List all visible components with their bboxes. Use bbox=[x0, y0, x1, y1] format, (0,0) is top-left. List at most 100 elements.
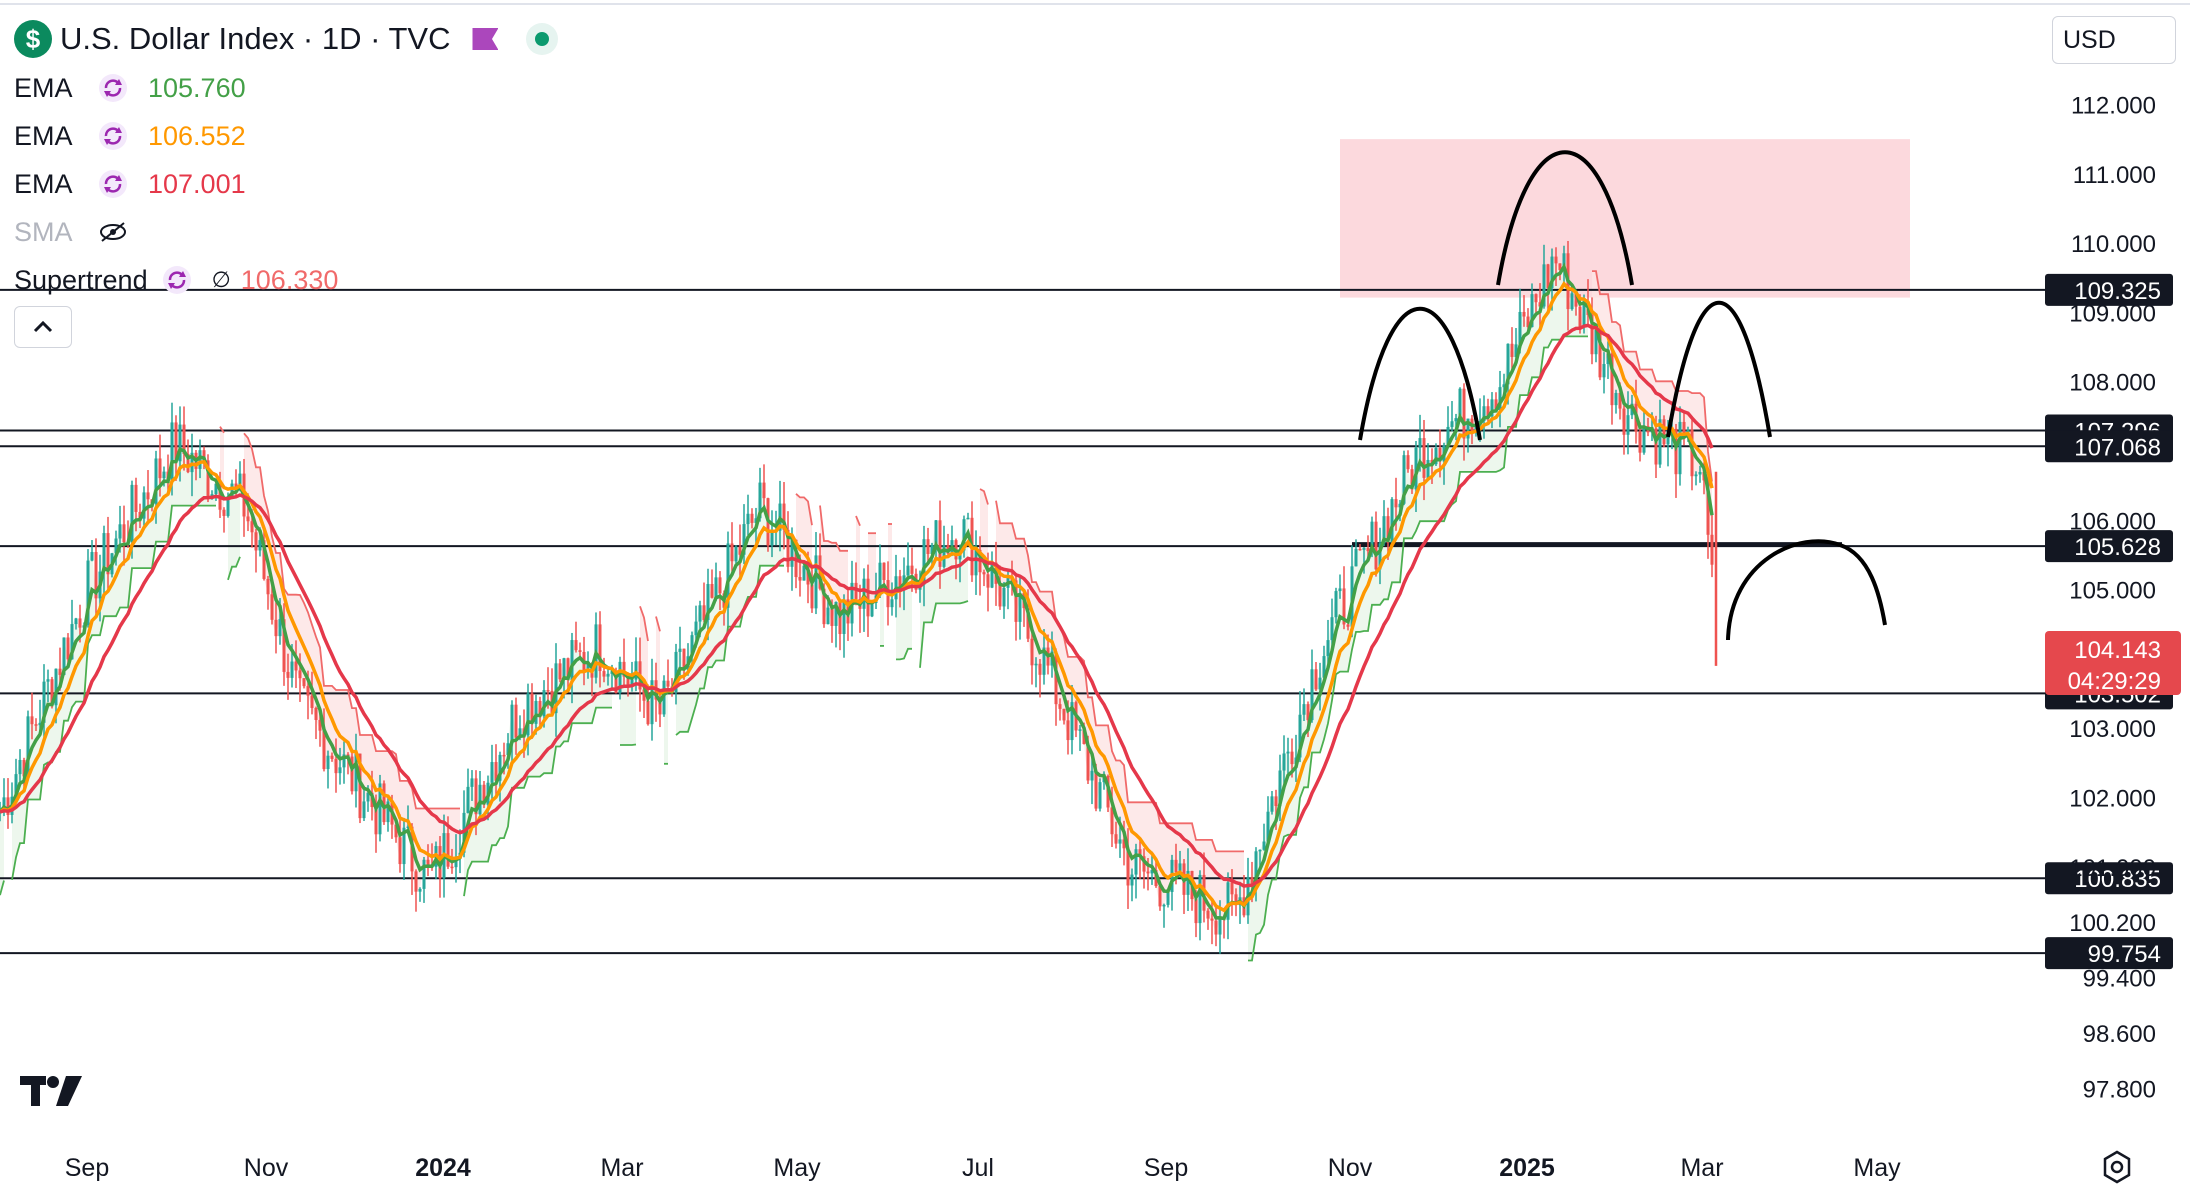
candle-body bbox=[286, 671, 290, 678]
supertrend-fill bbox=[12, 422, 216, 880]
candle-body bbox=[1082, 729, 1086, 745]
sync-icon[interactable] bbox=[162, 265, 192, 295]
legend-row-ema[interactable]: EMA 105.760 bbox=[14, 64, 558, 112]
candle-body bbox=[246, 516, 250, 522]
candle-body bbox=[1362, 547, 1366, 550]
candle-body bbox=[58, 668, 62, 675]
candle-body bbox=[1326, 640, 1330, 657]
candle-body bbox=[258, 540, 262, 551]
candle-body bbox=[614, 671, 618, 693]
candle-body bbox=[734, 546, 738, 562]
candle-body bbox=[562, 658, 566, 680]
candle-body bbox=[302, 678, 306, 687]
pattern-arc-2[interactable] bbox=[1496, 150, 1634, 286]
tradingview-logo-icon[interactable] bbox=[20, 1074, 84, 1113]
sync-icon[interactable] bbox=[98, 73, 128, 103]
candle-body bbox=[1026, 608, 1030, 639]
candle-body bbox=[142, 492, 146, 519]
supertrend-up-line bbox=[227, 556, 241, 581]
settings-gear-icon[interactable] bbox=[2100, 1150, 2134, 1189]
candle-body bbox=[706, 583, 710, 621]
candle-body bbox=[1322, 656, 1326, 678]
indicator-value: 106.552 bbox=[148, 120, 246, 151]
price-tick: 110.000 bbox=[2071, 231, 2156, 258]
candle-body bbox=[1070, 702, 1074, 741]
pattern-arc-3[interactable] bbox=[1666, 301, 1772, 438]
projected-arc[interactable] bbox=[1726, 539, 1887, 641]
flag-icon[interactable] bbox=[472, 28, 499, 50]
candle-body bbox=[966, 517, 970, 520]
sync-icon[interactable] bbox=[98, 169, 128, 199]
time-tick: Nov bbox=[1328, 1154, 1373, 1182]
candle-body bbox=[1694, 474, 1698, 477]
candle-body bbox=[326, 755, 330, 770]
candle-body bbox=[526, 693, 530, 736]
candle-body bbox=[50, 679, 54, 706]
price-tick: 97.800 bbox=[2083, 1077, 2156, 1104]
candle-body bbox=[1090, 770, 1094, 781]
candle-body bbox=[798, 577, 802, 581]
time-tick: Sep bbox=[1144, 1154, 1188, 1182]
candle-body bbox=[1298, 714, 1302, 758]
pattern-arc-1[interactable] bbox=[1358, 307, 1482, 441]
candle-body bbox=[1514, 344, 1518, 357]
candle-body bbox=[1526, 316, 1530, 328]
legend-row-supertrend[interactable]: Supertrend ∅ 106.330 bbox=[14, 256, 558, 304]
ema-mid-line bbox=[0, 280, 1714, 913]
candle-body bbox=[1374, 521, 1378, 570]
candle-body bbox=[1662, 419, 1666, 445]
candle-body bbox=[570, 640, 574, 681]
candle-body bbox=[702, 605, 706, 621]
sync-icon[interactable] bbox=[98, 121, 128, 151]
candle-body bbox=[130, 484, 134, 543]
candle-body bbox=[70, 624, 74, 660]
candle-body bbox=[854, 582, 858, 600]
candle-body bbox=[1266, 811, 1270, 842]
candle-body bbox=[1226, 882, 1230, 920]
candle-body bbox=[1546, 264, 1550, 289]
candle-body bbox=[182, 424, 186, 454]
candle-body bbox=[730, 543, 734, 562]
candle-body bbox=[18, 759, 22, 775]
supertrend-up-line bbox=[463, 706, 612, 897]
candle-body bbox=[882, 562, 886, 581]
legend-row-sma[interactable]: SMA bbox=[14, 208, 558, 256]
candle-body bbox=[1482, 406, 1486, 422]
candle-body bbox=[714, 577, 718, 598]
candle-body bbox=[206, 460, 210, 497]
candle-body bbox=[62, 637, 66, 675]
candle-body bbox=[1706, 480, 1710, 535]
candle-body bbox=[1158, 886, 1162, 907]
legend-row-ema[interactable]: EMA 107.001 bbox=[14, 160, 558, 208]
candle-body bbox=[350, 756, 354, 792]
candle-body bbox=[718, 577, 722, 594]
candle-body bbox=[1434, 448, 1438, 465]
supertrend-fill bbox=[1248, 253, 1588, 961]
currency-selector[interactable]: USD bbox=[2052, 16, 2176, 64]
legend-row-ema[interactable]: EMA 106.552 bbox=[14, 112, 558, 160]
market-status-icon[interactable] bbox=[526, 23, 559, 55]
candle-body bbox=[90, 552, 94, 561]
candle-body bbox=[122, 524, 126, 543]
candle-body bbox=[1382, 516, 1386, 544]
candle-body bbox=[222, 509, 226, 516]
candle-body bbox=[1042, 647, 1046, 675]
chart-legend: $ U.S. Dollar Index · 1D · TVC EMA 105.76… bbox=[14, 14, 559, 304]
candle-body bbox=[1494, 399, 1498, 410]
price-tick: 100.200 bbox=[2069, 910, 2156, 937]
candle-body bbox=[78, 618, 82, 628]
candle-body bbox=[1018, 592, 1022, 622]
candle-body bbox=[986, 574, 990, 588]
candle-body bbox=[1614, 392, 1618, 406]
candle-body bbox=[870, 603, 874, 617]
candle-body bbox=[1034, 663, 1038, 666]
candle-body bbox=[354, 753, 358, 792]
candle-body bbox=[1398, 503, 1402, 508]
symbol-title-row[interactable]: $ U.S. Dollar Index · 1D · TVC bbox=[14, 14, 559, 64]
eye-hidden-icon[interactable] bbox=[98, 217, 128, 247]
time-tick: Nov bbox=[244, 1154, 289, 1182]
candle-body bbox=[1342, 588, 1346, 625]
candle-body bbox=[94, 552, 98, 599]
collapse-legend-button[interactable] bbox=[14, 306, 72, 348]
